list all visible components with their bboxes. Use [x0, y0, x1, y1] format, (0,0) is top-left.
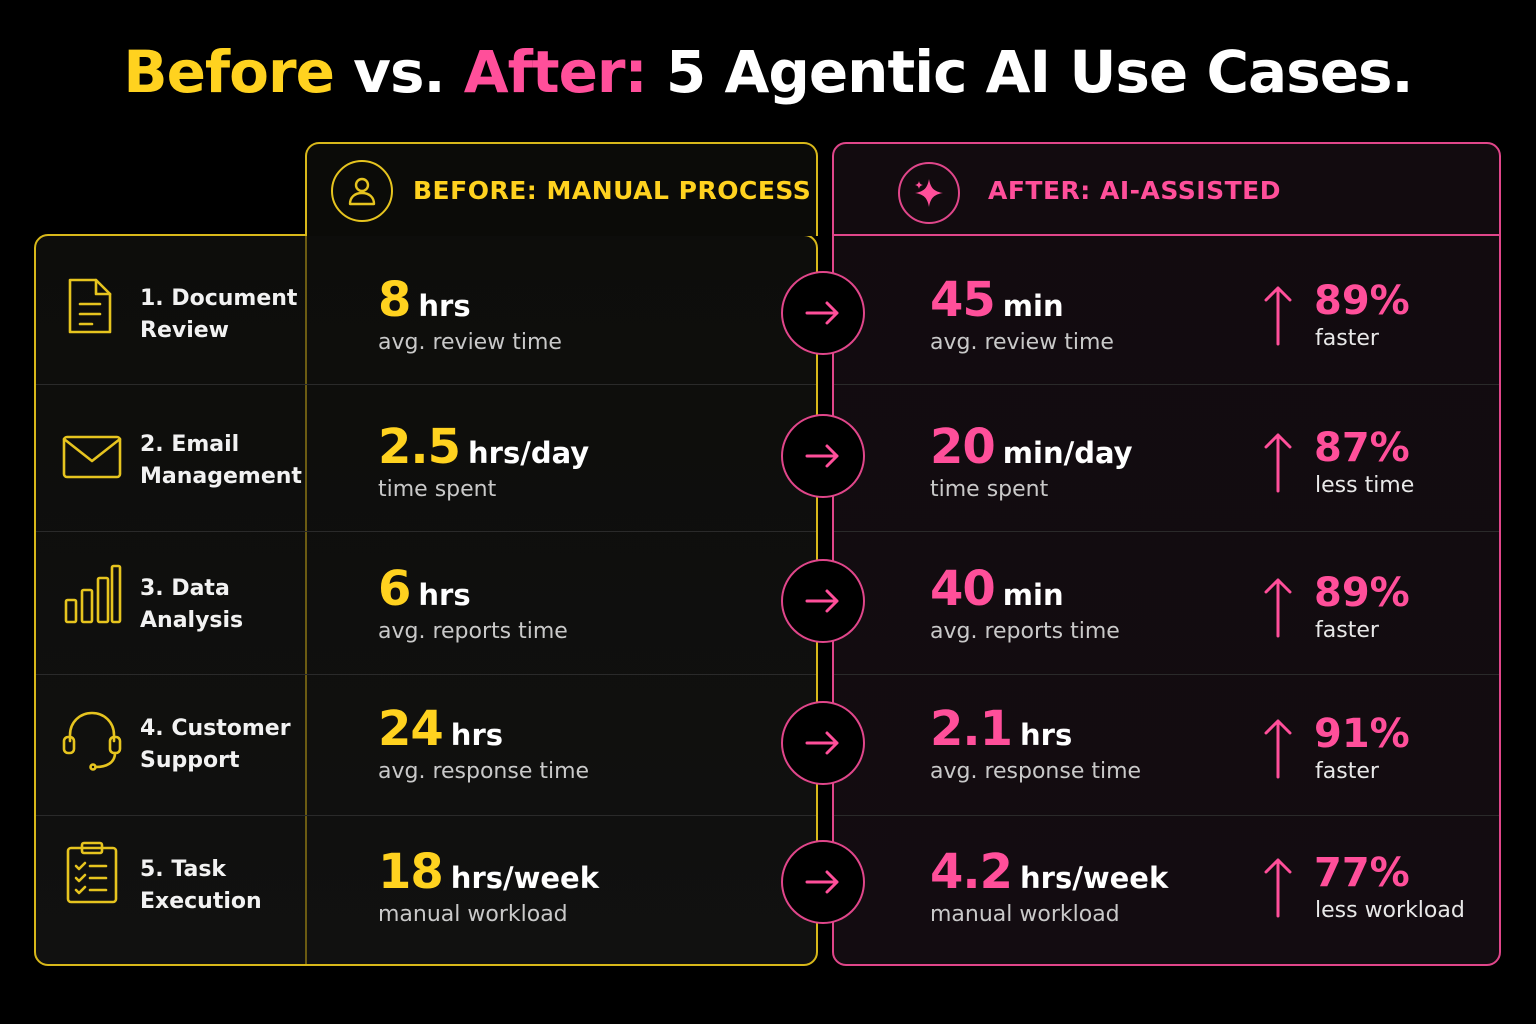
after-metric: 4.2 hrs/week manual workload [930, 844, 1168, 927]
after-caption: time spent [930, 477, 1049, 502]
after-caption: avg. review time [930, 330, 1114, 355]
column-divider [305, 236, 307, 964]
after-unit: hrs [1020, 718, 1073, 752]
before-metric: 18 hrs/week manual workload [378, 844, 599, 927]
arrow-up-icon [1264, 578, 1292, 638]
arrow-right-icon [781, 840, 865, 924]
before-caption: avg. response time [378, 759, 590, 784]
clipboard-checklist-icon [66, 841, 118, 904]
row-divider [834, 531, 1499, 532]
before-metric: 2.5 hrs/day time spent [378, 419, 589, 502]
before-unit: hrs [418, 289, 471, 323]
arrow-right-icon [781, 559, 865, 643]
before-header: BEFORE: MANUAL PROCESS [305, 142, 818, 236]
before-caption: avg. review time [378, 330, 562, 355]
arrow-up-icon [1264, 286, 1292, 346]
improvement: 87% less time [1260, 425, 1500, 511]
improvement: 77% less workload [1260, 850, 1500, 936]
arrow-right-icon [781, 271, 865, 355]
after-caption: avg. response time [930, 759, 1142, 784]
before-caption: avg. reports time [378, 619, 568, 644]
title-after: After: [463, 38, 648, 106]
arrow-right-icon [781, 701, 865, 785]
after-metric: 2.1 hrs avg. response time [930, 701, 1141, 784]
before-unit: hrs [450, 718, 504, 752]
before-unit: hrs [418, 578, 471, 612]
headset-icon [62, 711, 122, 771]
document-icon [68, 278, 112, 334]
before-value: 8 [378, 272, 411, 328]
after-caption: avg. reports time [930, 619, 1120, 644]
improvement-label: faster [1315, 759, 1379, 784]
case-label: 3. Data Analysis [140, 576, 244, 633]
before-value: 2.5 [378, 419, 461, 475]
arrow-up-icon [1264, 858, 1292, 918]
after-value: 40 [930, 561, 996, 617]
title-rest: 5 Agentic AI Use Cases. [646, 38, 1414, 106]
after-value: 2.1 [930, 701, 1013, 757]
row-divider [36, 384, 816, 385]
before-caption: time spent [378, 477, 497, 502]
after-metric: 20 min/day time spent [930, 419, 1133, 502]
after-value: 45 [930, 272, 996, 328]
improvement-label: less workload [1315, 898, 1465, 923]
improvement-percent: 91% [1314, 711, 1410, 757]
improvement: 89% faster [1260, 278, 1500, 364]
before-caption: manual workload [378, 902, 568, 927]
row-divider [834, 674, 1499, 675]
arrow-up-icon [1264, 719, 1292, 779]
before-value: 18 [378, 844, 444, 900]
before-unit: hrs/day [468, 436, 590, 470]
title-vs: vs. [333, 38, 464, 106]
arrow-right-icon [781, 414, 865, 498]
row-divider [834, 815, 1499, 816]
case-label: 2. Email Management [140, 432, 302, 489]
improvement-percent: 77% [1314, 850, 1410, 896]
header-divider [834, 234, 1499, 236]
row-divider [834, 384, 1499, 385]
improvement: 91% faster [1260, 711, 1500, 797]
arrow-up-icon [1264, 433, 1292, 493]
row-divider [36, 531, 816, 532]
before-value: 6 [378, 561, 411, 617]
case-label: 1. Document Review [140, 286, 298, 343]
improvement: 89% faster [1260, 570, 1500, 656]
row-divider [36, 815, 816, 816]
after-caption: manual workload [930, 902, 1120, 927]
after-metric: 45 min avg. review time [930, 272, 1114, 355]
improvement-percent: 87% [1314, 425, 1410, 471]
after-header-label: AFTER: AI-ASSISTED [988, 176, 1281, 205]
improvement-label: faster [1315, 618, 1379, 643]
title-before: Before [123, 38, 335, 106]
after-metric: 40 min avg. reports time [930, 561, 1120, 644]
case-label: 5. Task Execution [140, 857, 262, 914]
improvement-percent: 89% [1314, 278, 1410, 324]
after-value: 4.2 [930, 844, 1013, 900]
after-value: 20 [930, 419, 996, 475]
user-icon [331, 160, 393, 222]
improvement-label: less time [1315, 473, 1415, 498]
after-unit: min [1002, 289, 1064, 323]
case-label: 4. Customer Support [140, 716, 291, 773]
sparkle-icon [898, 162, 960, 224]
row-divider [36, 674, 816, 675]
improvement-label: faster [1315, 326, 1379, 351]
before-metric: 6 hrs avg. reports time [378, 561, 568, 644]
bar-chart-icon [64, 564, 122, 624]
before-header-label: BEFORE: MANUAL PROCESS [413, 176, 812, 205]
page-title: Before vs. After: 5 Agentic AI Use Cases… [0, 38, 1536, 106]
before-metric: 8 hrs avg. review time [378, 272, 562, 355]
after-panel: AFTER: AI-ASSISTED [832, 142, 1501, 966]
before-value: 24 [378, 701, 444, 757]
after-unit: min [1002, 578, 1064, 612]
before-panel [34, 234, 818, 966]
after-unit: min/day [1002, 436, 1133, 470]
before-metric: 24 hrs avg. response time [378, 701, 589, 784]
after-unit: hrs/week [1020, 861, 1169, 895]
improvement-percent: 89% [1314, 570, 1410, 616]
email-icon [62, 435, 122, 479]
before-unit: hrs/week [450, 861, 600, 895]
